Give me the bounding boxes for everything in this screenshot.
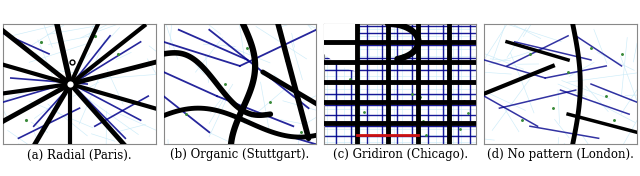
X-axis label: (d) No pattern (London).: (d) No pattern (London).: [487, 149, 634, 162]
X-axis label: (b) Organic (Stuttgart).: (b) Organic (Stuttgart).: [170, 149, 310, 162]
Polygon shape: [324, 24, 357, 72]
X-axis label: (c) Gridiron (Chicago).: (c) Gridiron (Chicago).: [333, 149, 468, 162]
X-axis label: (a) Radial (Paris).: (a) Radial (Paris).: [28, 149, 132, 162]
